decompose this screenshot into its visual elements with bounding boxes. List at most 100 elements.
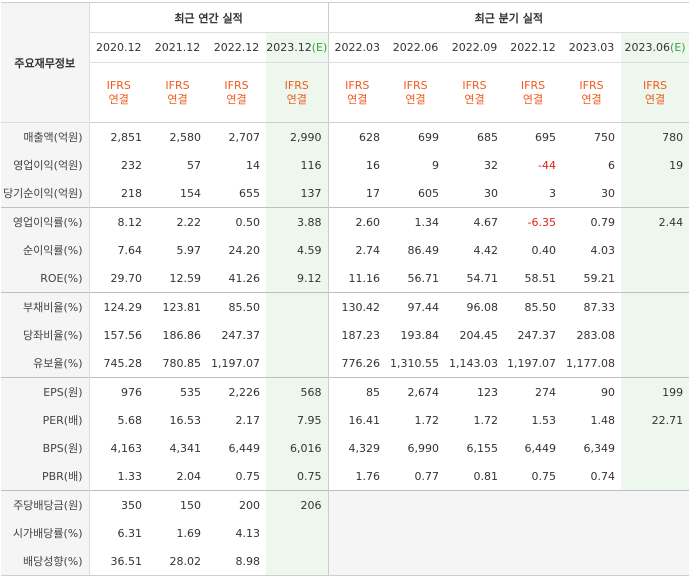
table-cell: [266, 547, 329, 576]
table-cell: 58.51: [524, 271, 557, 285]
table-cell: 6,449: [524, 441, 557, 455]
row-label: 매출액(억원): [1, 122, 90, 151]
table-cell: 8.98: [207, 547, 266, 576]
table-row: EPS(원) 976 535 2,226 568 85 2,674 123 274 90 199: [1, 377, 690, 406]
table-cell: 56.71: [407, 271, 440, 285]
estimate-mark: (E): [670, 41, 686, 54]
table-cell: 2.04: [176, 469, 202, 483]
table-cell: [562, 547, 622, 576]
basis-scope: 연결: [464, 92, 485, 106]
table-row: 매출액(억원) 2,851 2,580 2,707 2,990 628 699 685 695 7…: [1, 122, 690, 151]
period-header: 2023.12(E): [266, 32, 329, 63]
table-row: PER(배) 5.68 16.53 2.17 7.95 16.41 1.72 1.72 1.53…: [1, 406, 690, 434]
table-cell: 745.28: [103, 356, 143, 370]
table-cell: 11.16: [327, 264, 387, 293]
table-cell: 0.81: [473, 469, 499, 483]
table-cell: 187.23: [327, 321, 387, 349]
row-label: PBR(배): [1, 462, 90, 491]
table-cell: 1.69: [176, 526, 202, 540]
table-cell: 2,990: [266, 122, 329, 151]
period-header: 2021.12: [148, 32, 207, 63]
table-cell: [386, 490, 446, 519]
basis-standard: IFRS: [345, 78, 370, 92]
period-header: 2023.03: [562, 32, 622, 63]
basis-scope: 연결: [226, 92, 247, 106]
table-cell: [327, 547, 387, 576]
table-cell: 116: [266, 151, 329, 179]
table-cell: 274: [504, 377, 563, 406]
table-cell: [266, 349, 329, 378]
table-cell: 87.33: [562, 292, 622, 321]
table-cell: 1,143.03: [449, 356, 499, 370]
table-cell: 4.42: [473, 243, 499, 257]
table-cell: 6: [608, 158, 616, 172]
basis-header: IFRS 연결: [266, 62, 329, 123]
period-label: 2022.12: [213, 41, 260, 54]
row-label: 영업이익률(%): [1, 207, 90, 236]
table-cell: 2.74: [327, 236, 387, 264]
table-cell: [621, 434, 690, 462]
period-label: 2022.03: [334, 41, 381, 54]
table-cell: 137: [266, 179, 329, 208]
table-cell: 24.20: [228, 243, 261, 257]
table-cell: 1.72: [473, 413, 499, 427]
table-cell: 776.26: [327, 349, 387, 378]
table-cell: [386, 547, 446, 576]
table-cell: [621, 321, 690, 349]
table-cell: 96.08: [445, 292, 505, 321]
table-cell: 32: [484, 158, 499, 172]
table-cell: 2.17: [235, 413, 261, 427]
table-cell: 976: [89, 377, 148, 406]
table-cell: 0.77: [414, 469, 440, 483]
period-label: 2022.12: [510, 41, 556, 54]
table-cell: 605: [418, 186, 440, 200]
period-header: 2022.12: [207, 32, 266, 63]
period-label: 2023.12: [266, 41, 312, 54]
table-cell: 85: [327, 377, 387, 406]
table-cell: 1.34: [386, 207, 446, 236]
period-label: 2023.03: [568, 41, 615, 54]
table-cell: [445, 519, 505, 547]
table-cell: [445, 547, 505, 576]
table-row: BPS(원) 4,163 4,341 6,449 6,016 4,329 6,990 6,15…: [1, 434, 690, 462]
table-cell: [504, 490, 563, 519]
table-cell: 0.50: [207, 207, 266, 236]
table-cell: 54.71: [466, 271, 499, 285]
row-label: 시가배당률(%): [1, 519, 90, 547]
table-cell: 780.85: [162, 356, 202, 370]
annual-title: 최근 연간 실적: [89, 2, 329, 33]
basis-header: IFRS 연결: [327, 62, 387, 123]
table-cell: 7.95: [266, 406, 329, 434]
table-cell: [504, 519, 563, 547]
table-cell: 9: [432, 158, 440, 172]
table-cell: 200: [207, 490, 266, 519]
basis-standard: IFRS: [579, 78, 604, 92]
table-cell: [621, 462, 690, 491]
table-cell: 30: [484, 186, 499, 200]
table-cell: 780: [621, 122, 690, 151]
table-cell: [621, 264, 690, 293]
table-cell: 1.72: [414, 413, 440, 427]
row-label: 유보율(%): [1, 349, 90, 378]
table-cell: 655: [239, 186, 260, 200]
basis-header: IFRS 연결: [207, 62, 266, 123]
table-cell: 4.13: [235, 526, 261, 540]
row-label: 배당성향(%): [1, 547, 90, 576]
table-cell: 5.97: [176, 243, 202, 257]
table-cell: 22.71: [621, 406, 690, 434]
table-cell: 85.50: [207, 292, 266, 321]
period-label: 2023.06: [624, 41, 671, 54]
table-cell: 193.84: [400, 328, 440, 342]
table-cell: 9.12: [266, 264, 329, 293]
table-cell: 2.22: [148, 207, 207, 236]
table-cell: 186.86: [162, 328, 202, 342]
quarter-title: 최근 분기 실적: [327, 2, 690, 33]
table-cell: 6,155: [466, 441, 499, 455]
basis-standard: IFRS: [165, 78, 190, 92]
table-row: 주당배당금(원) 350 150 200 206: [1, 490, 690, 519]
table-cell: 86.49: [407, 243, 440, 257]
table-cell: 28.02: [148, 547, 207, 576]
table-row: 당기순이익(억원) 218 154 655 137 17 605 30 3 30: [1, 179, 690, 208]
table-cell: 6,990: [407, 441, 440, 455]
